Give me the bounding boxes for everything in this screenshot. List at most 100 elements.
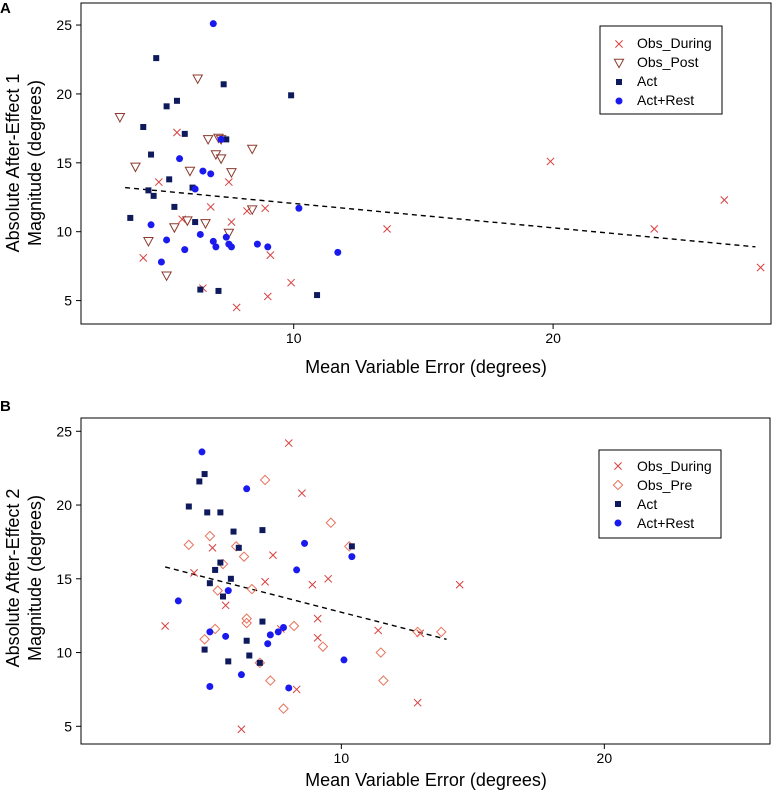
panel-b-y-axis-title-line-1: Absolute After-Effect 2 — [3, 489, 23, 668]
panel-a-point-x-mark — [173, 128, 181, 137]
panel-b-point-diamond — [378, 675, 389, 686]
panel-b-point-diamond — [412, 626, 423, 638]
panel-b-point-square — [206, 580, 213, 587]
panel-b-point-diamond — [375, 647, 387, 658]
panel-b-point-diamond — [325, 517, 337, 529]
panel-b-point-diamond — [199, 633, 210, 645]
panel-a-point-triangle — [215, 154, 227, 165]
panel-b-point-x-mark — [269, 551, 277, 560]
panel-a-point-circle — [157, 258, 165, 266]
panel-b-point-x-mark — [221, 601, 230, 610]
panel-a-point-square — [197, 286, 204, 293]
panel-a-point-x-mark — [650, 224, 659, 233]
panel-b-point-diamond — [288, 620, 300, 632]
panel-b-point-circle — [301, 539, 309, 547]
panel-a-y-tick-label: 15 — [56, 155, 72, 171]
panel-b-point-diamond — [265, 675, 276, 686]
panel-a-point-circle — [222, 233, 230, 241]
panel-a-point-square — [181, 130, 188, 137]
panel-a-point-circle — [264, 243, 272, 251]
panel-a-point-circle — [199, 167, 207, 175]
panel-b-point-square — [259, 618, 266, 625]
panel-b-point-diamond — [241, 613, 252, 624]
panel-b-point-square — [196, 478, 203, 485]
panel-b-point-circle — [274, 628, 282, 636]
panel-a-point-circle — [191, 185, 199, 193]
panel-a-point-square — [314, 292, 321, 299]
panel-b-point-x-mark — [237, 725, 246, 734]
panel-b-point-diamond — [317, 641, 329, 652]
panel-a-point-circle — [209, 20, 217, 28]
panel-a-legend-label: Obs_Post — [637, 54, 699, 70]
panel-b-point-x-mark — [324, 574, 333, 583]
panel-a-point-triangle — [161, 271, 173, 282]
panel-a-y-tick-label: 5 — [64, 293, 72, 309]
panel-b-point-square — [212, 566, 219, 573]
panel-a-point-triangle — [246, 144, 258, 155]
panel-a-point-triangle — [200, 219, 211, 230]
panel-a-point-x-mark — [232, 303, 241, 312]
panel-a-plot-frame — [80, 2, 772, 325]
panel-a-point-triangle — [114, 113, 126, 123]
panel-a-point-circle — [227, 243, 235, 251]
panel-a-y-axis-title-line-2: Magnitude (degrees) — [25, 80, 45, 246]
panel-a-point-x-mark — [546, 157, 555, 166]
panel-b-series-act-rest — [174, 448, 356, 692]
panel-b-point-x-mark — [455, 580, 464, 589]
panel-b-legend: Obs_During Obs_Pre Act Act+Rest — [598, 449, 722, 539]
panel-b-point-square — [259, 527, 266, 534]
panel-b-point-x-mark — [313, 633, 322, 642]
panel-b-point-square — [230, 528, 237, 535]
panel-b-legend-label: Obs_During — [637, 458, 712, 474]
panel-b-point-diamond — [435, 626, 447, 638]
panel-b-point-x-mark — [284, 439, 293, 448]
panel-b-point-square — [185, 503, 192, 510]
panel-a-plot: 10 20 5 10 15 20 25 — [56, 17, 765, 346]
panel-b-y-tick-label: 5 — [64, 718, 72, 734]
panel-a-legend-circle-icon — [615, 97, 623, 105]
panel-a-point-triangle — [130, 162, 141, 173]
panel-b-point-circle — [243, 485, 251, 493]
panel-b-x-axis-title: Mean Variable Error (degrees) — [305, 770, 547, 790]
panel-a-legend-square-icon — [616, 79, 622, 85]
panel-a-series-obs-during — [139, 128, 765, 312]
panel-b-point-square — [204, 509, 211, 516]
panel-b-legend-label: Act+Rest — [637, 515, 694, 531]
panel-a-point-square — [148, 151, 155, 158]
panel-b-series-obs-pre — [183, 474, 447, 714]
panel-a-point-triangle — [223, 228, 235, 239]
panel-a-legend-label: Act+Rest — [637, 92, 694, 108]
panel-b-point-diamond — [238, 551, 250, 562]
panel-a-point-x-mark — [139, 253, 148, 262]
panel-a-point-circle — [334, 248, 342, 256]
panel-a-point-x-mark — [261, 204, 270, 213]
panel-b-y-tick-label: 15 — [56, 571, 72, 587]
panel-a-point-triangle — [184, 166, 196, 177]
panel-b-point-square — [201, 646, 208, 653]
panel-b-x-tick-label: 20 — [597, 750, 613, 766]
panel-a-x-tick-label: 20 — [545, 330, 561, 346]
panel-b-point-square — [256, 659, 263, 666]
panel-b-point-x-mark — [292, 685, 301, 694]
panel-a-y-tick-label: 25 — [56, 17, 72, 33]
panel-b-legend-x-mark-icon — [614, 462, 622, 470]
panel-b-plot: 10 20 5 10 15 20 25 — [56, 423, 612, 766]
panel-a-point-x-mark — [154, 178, 163, 187]
panel-a-legend-triangle-icon — [613, 58, 625, 69]
panel-b-y-tick-label: 25 — [56, 423, 72, 439]
panel-b-point-circle — [222, 632, 230, 640]
panel-b-point-diamond — [278, 703, 289, 714]
panel-b-point-square — [246, 652, 253, 659]
panel-b-legend-circle-icon — [614, 519, 622, 527]
panel-b-point-square — [348, 543, 355, 550]
panel-b-legend-label: Act — [637, 496, 657, 512]
panel-b-point-square — [243, 637, 250, 644]
panel-a-y-axis-title-line-1: Absolute After-Effect 1 — [3, 74, 23, 253]
panel-a-point-circle — [209, 237, 217, 245]
panel-b-point-diamond — [259, 474, 271, 486]
panel-b-point-diamond — [246, 583, 258, 595]
panel-b-point-square — [217, 509, 224, 516]
panel-a-point-circle — [163, 236, 171, 244]
panel-a-point-x-mark — [287, 278, 296, 287]
panel-a-point-triangle — [181, 216, 193, 227]
